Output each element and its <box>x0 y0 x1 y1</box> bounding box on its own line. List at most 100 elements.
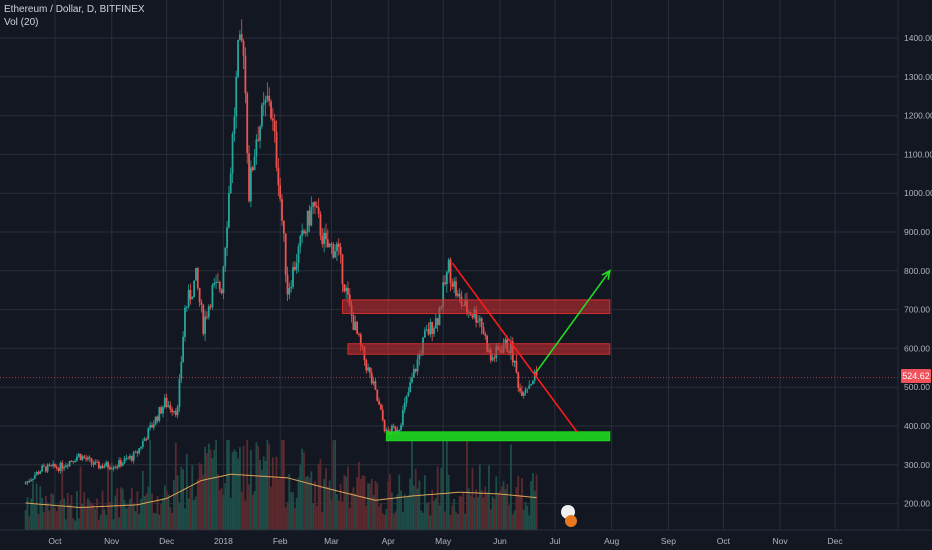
volume-bar <box>363 475 366 530</box>
volume-bar <box>28 516 31 530</box>
volume-bar <box>154 513 157 530</box>
volume-bar <box>90 502 93 530</box>
candle-body <box>30 479 33 482</box>
candle-body <box>105 462 108 467</box>
volume-bar <box>119 487 122 530</box>
volume-bar <box>339 483 342 530</box>
volume-bar <box>297 477 300 530</box>
volume-bar <box>306 475 309 530</box>
candle-body <box>414 369 417 372</box>
candle-body <box>270 101 272 119</box>
candle-body <box>37 472 40 474</box>
candle-body <box>442 282 445 307</box>
candle-body <box>206 316 208 318</box>
volume-bar <box>70 494 73 530</box>
candle-body <box>427 329 430 335</box>
candle-body <box>242 40 245 56</box>
candle-body <box>134 451 137 453</box>
candle-body <box>484 333 487 336</box>
volume-bar <box>218 489 221 530</box>
volume-bar <box>110 462 113 530</box>
volume-bar <box>533 490 536 530</box>
candle-body <box>149 424 152 429</box>
volume-bar <box>182 469 185 530</box>
candle-body <box>264 99 267 103</box>
candle-body <box>63 467 65 469</box>
candle-body <box>147 428 150 440</box>
volume-bar <box>174 442 177 530</box>
volume-bar <box>423 475 426 530</box>
candle-body <box>26 481 29 483</box>
volume-bar <box>336 494 338 530</box>
volume-bar <box>356 477 358 530</box>
volume-bar <box>24 509 27 530</box>
volume-bar <box>284 507 287 530</box>
volume-bar <box>456 513 459 530</box>
candle-body <box>409 382 412 393</box>
volume-bar <box>264 460 267 530</box>
candle-body <box>129 455 131 459</box>
event-badge[interactable] <box>561 505 577 527</box>
candle-body <box>88 457 91 459</box>
candle-body <box>293 266 296 270</box>
volume-bar <box>337 500 340 530</box>
candlestick-series <box>24 19 538 486</box>
candle-body <box>185 306 188 308</box>
candle-body <box>97 462 100 469</box>
volume-bar <box>217 473 219 530</box>
candle-body <box>522 392 525 396</box>
candle-body <box>235 76 238 117</box>
volume-bar <box>334 440 337 530</box>
resistance-zone[interactable] <box>341 299 611 314</box>
support-zone[interactable] <box>385 431 611 442</box>
price-axis[interactable]: 200.00 300.00 400.00 500.00 600.00 700.00 800.… <box>897 0 932 530</box>
candle-body <box>74 460 76 462</box>
candle-body <box>176 407 179 416</box>
candle-body <box>372 381 375 384</box>
candle-body <box>383 420 386 432</box>
candle-body <box>119 460 122 466</box>
candle-body <box>240 34 243 41</box>
candle-body <box>189 289 192 300</box>
candle-body <box>103 466 106 468</box>
volume-bar <box>425 503 428 530</box>
volume-bar <box>158 514 161 530</box>
downtrend-line[interactable] <box>451 262 578 433</box>
volume-bar <box>409 478 412 530</box>
volume-bar <box>378 506 380 530</box>
volume-bar <box>275 456 278 530</box>
candle-body <box>378 400 380 405</box>
candle-body <box>213 282 216 285</box>
candle-body <box>478 318 481 322</box>
candle-body <box>259 126 261 141</box>
volume-bar <box>532 472 534 530</box>
volume-bar <box>152 512 155 530</box>
candle-body <box>138 448 141 454</box>
volume-bar <box>105 515 108 530</box>
volume-bar <box>416 488 419 530</box>
candle-body <box>303 230 305 234</box>
time-tick-label: 2018 <box>214 536 233 546</box>
volume-bar <box>41 498 44 530</box>
volume-bar <box>30 498 33 530</box>
resistance-zone[interactable] <box>347 343 611 355</box>
volume-bar <box>383 515 386 530</box>
volume-bar <box>200 464 203 530</box>
candle-body <box>370 372 373 384</box>
time-axis[interactable]: Oct Nov Dec 2018 Feb Mar Apr May Jun Jul Aug Sep Oct… <box>0 529 932 546</box>
volume-bar <box>513 510 516 530</box>
volume-bar <box>57 505 60 530</box>
volume-bar <box>528 515 531 530</box>
candle-body <box>108 467 111 469</box>
volume-bar <box>173 480 175 530</box>
volume-bar <box>365 505 368 530</box>
projection-arrow[interactable] <box>535 270 611 373</box>
candle-body <box>323 232 326 245</box>
candle-body <box>76 456 78 461</box>
price-tick-label: 400.00 <box>904 421 930 431</box>
volume-bar <box>442 440 445 530</box>
volume-bar <box>68 504 71 530</box>
volume-bar <box>458 495 461 530</box>
volume-bar <box>35 483 38 530</box>
